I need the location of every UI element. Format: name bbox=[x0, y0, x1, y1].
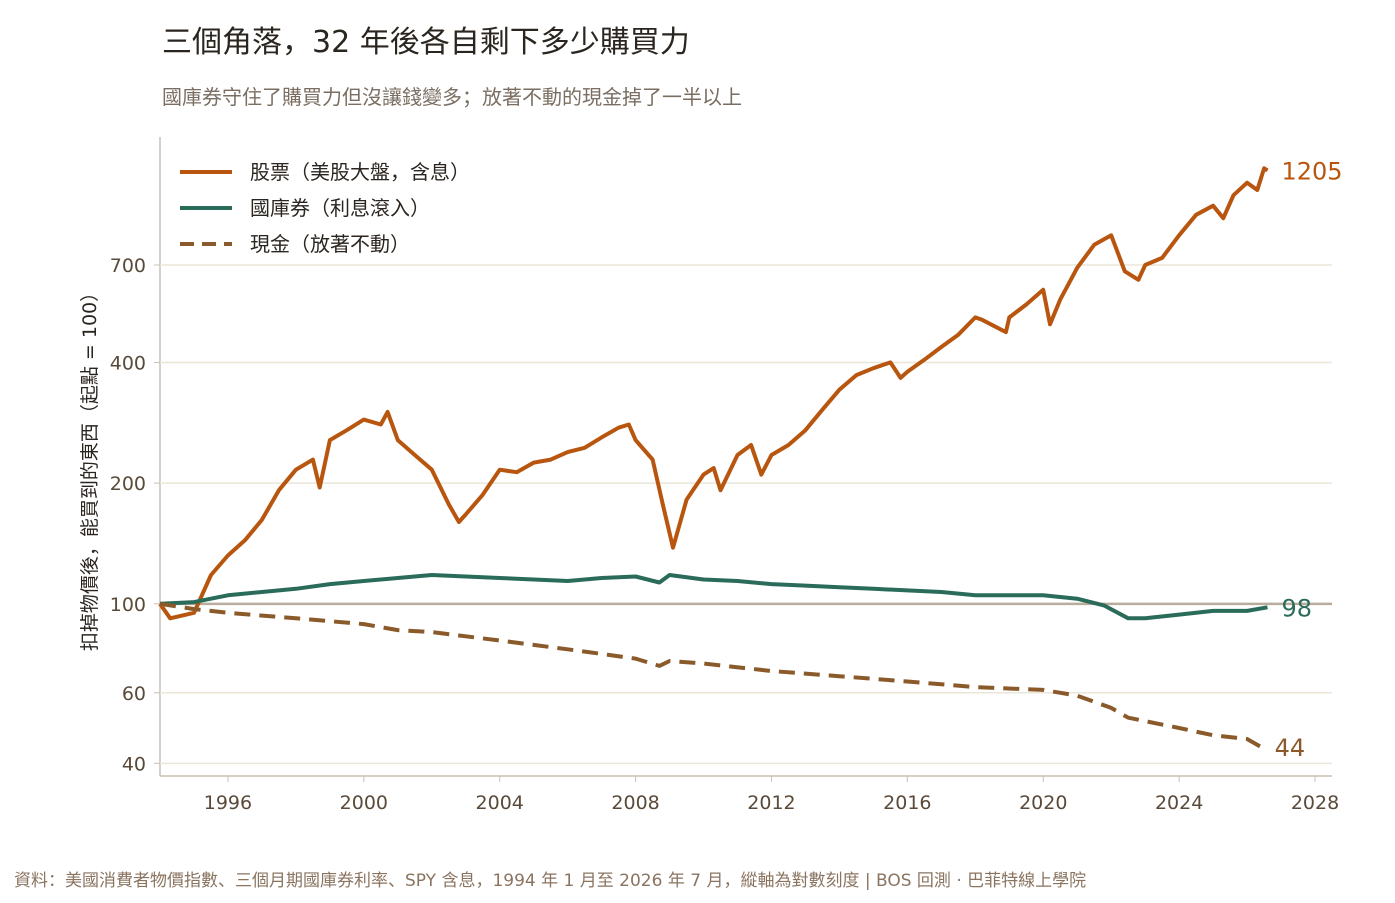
x-tick-label: 2024 bbox=[1155, 792, 1203, 814]
x-tick-label: 2008 bbox=[611, 792, 659, 814]
y-tick-label: 200 bbox=[110, 473, 146, 495]
y-tick-label: 100 bbox=[110, 594, 146, 616]
y-tick-label: 40 bbox=[122, 753, 146, 775]
y-tick-label: 400 bbox=[110, 352, 146, 374]
legend-label: 國庫券（利息滾入） bbox=[250, 196, 430, 220]
x-tick-label: 1996 bbox=[204, 792, 252, 814]
x-tick-label: 2028 bbox=[1291, 792, 1339, 814]
y-tick-label: 700 bbox=[110, 255, 146, 277]
x-tick-label: 2000 bbox=[340, 792, 388, 814]
end-label: 44 bbox=[1275, 734, 1306, 762]
source-note: 資料：美國消費者物價指數、三個月期國庫券利率、SPY 含息，1994 年 1 月… bbox=[14, 871, 1086, 891]
series-line bbox=[158, 166, 1269, 621]
chart-title: 三個角落，32 年後各自剩下多少購買力 bbox=[162, 25, 690, 60]
chart-subtitle: 國庫券守住了購買力但沒讓錢變多；放著不動的現金掉了一半以上 bbox=[162, 85, 742, 109]
y-tick-label: 60 bbox=[122, 683, 146, 705]
series-line bbox=[159, 601, 1262, 749]
x-tick-label: 2012 bbox=[747, 792, 795, 814]
series-line bbox=[159, 573, 1268, 621]
x-tick-label: 2016 bbox=[883, 792, 931, 814]
legend-label: 現金（放著不動） bbox=[250, 232, 410, 256]
legend-label: 股票（美股大盤，含息） bbox=[250, 160, 470, 184]
end-label: 1205 bbox=[1281, 157, 1342, 185]
y-axis-label: 扣掉物價後，能買到的東西（起點 = 100） bbox=[79, 283, 101, 651]
end-label: 98 bbox=[1281, 594, 1312, 622]
x-tick-label: 2020 bbox=[1019, 792, 1067, 814]
x-tick-label: 2004 bbox=[476, 792, 524, 814]
